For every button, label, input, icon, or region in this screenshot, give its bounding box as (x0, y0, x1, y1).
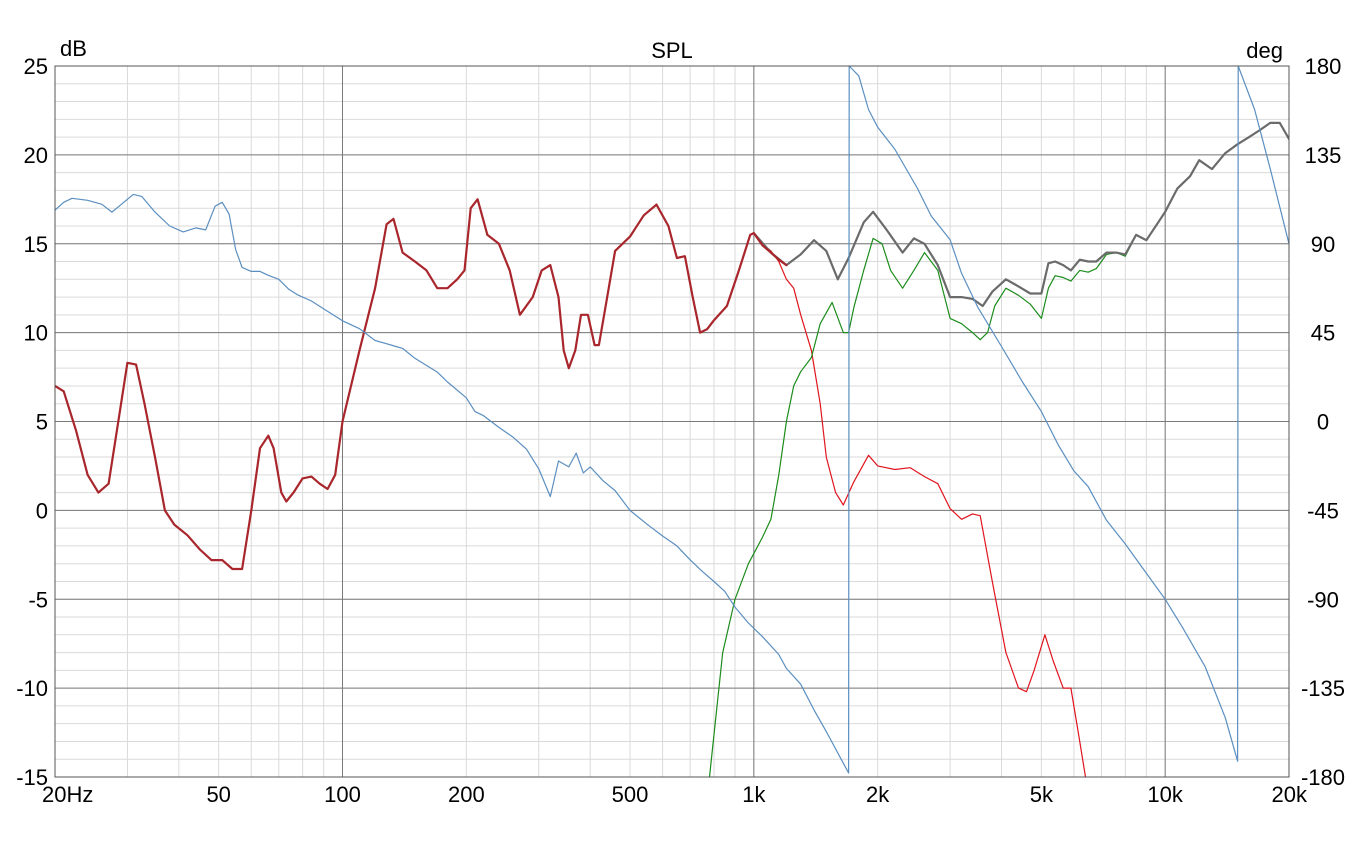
x-tick-label: 20k (1272, 782, 1308, 807)
y2-tick-label: -90 (1307, 587, 1339, 612)
tick-labels: 20Hz 50 100 200 500 1k 2k 5k 10k 20k2520151050-5-… (16, 54, 1345, 807)
chart-title: SPL (651, 38, 693, 63)
y-tick-label: 10 (24, 321, 48, 346)
y2-tick-label: 45 (1311, 321, 1335, 346)
y-tick-label: -5 (28, 587, 48, 612)
y2-tick-label: -180 (1301, 765, 1345, 790)
y2-tick-label: 135 (1305, 143, 1342, 168)
x-tick-label: 200 (448, 782, 485, 807)
x-tick-label: 50 (206, 782, 230, 807)
y-tick-label: 20 (24, 143, 48, 168)
x-tick-label: 2k (866, 782, 890, 807)
series-line-5 (55, 65, 1289, 774)
x-tick-label: 1k (742, 782, 766, 807)
y2-tick-label: -135 (1301, 676, 1345, 701)
x-tick-label: 20Hz (42, 782, 93, 807)
x-tick-label: 10k (1147, 782, 1183, 807)
series-line-1 (753, 232, 1087, 778)
x-tick-label: 100 (324, 782, 361, 807)
x-tick-label: 5k (1030, 782, 1054, 807)
y-axis-label: dB (60, 36, 87, 61)
y2-tick-label: -45 (1307, 498, 1339, 523)
y2-axis-label: deg (1246, 38, 1283, 63)
y-tick-label: 15 (24, 232, 48, 257)
series-line-3 (752, 121, 1289, 308)
plot-area (55, 65, 1289, 778)
y2-tick-label: 180 (1305, 54, 1342, 79)
y-tick-label: 0 (36, 498, 48, 523)
y-tick-label: -15 (16, 765, 48, 790)
y-tick-label: 5 (36, 410, 48, 435)
y2-tick-label: 90 (1311, 232, 1335, 257)
y-tick-label: 25 (24, 54, 48, 79)
series-line-4 (55, 198, 788, 571)
x-tick-label: 500 (612, 782, 649, 807)
plot-frame (54, 65, 1290, 778)
y-tick-label: -10 (16, 676, 48, 701)
y2-tick-label: 0 (1317, 410, 1329, 435)
